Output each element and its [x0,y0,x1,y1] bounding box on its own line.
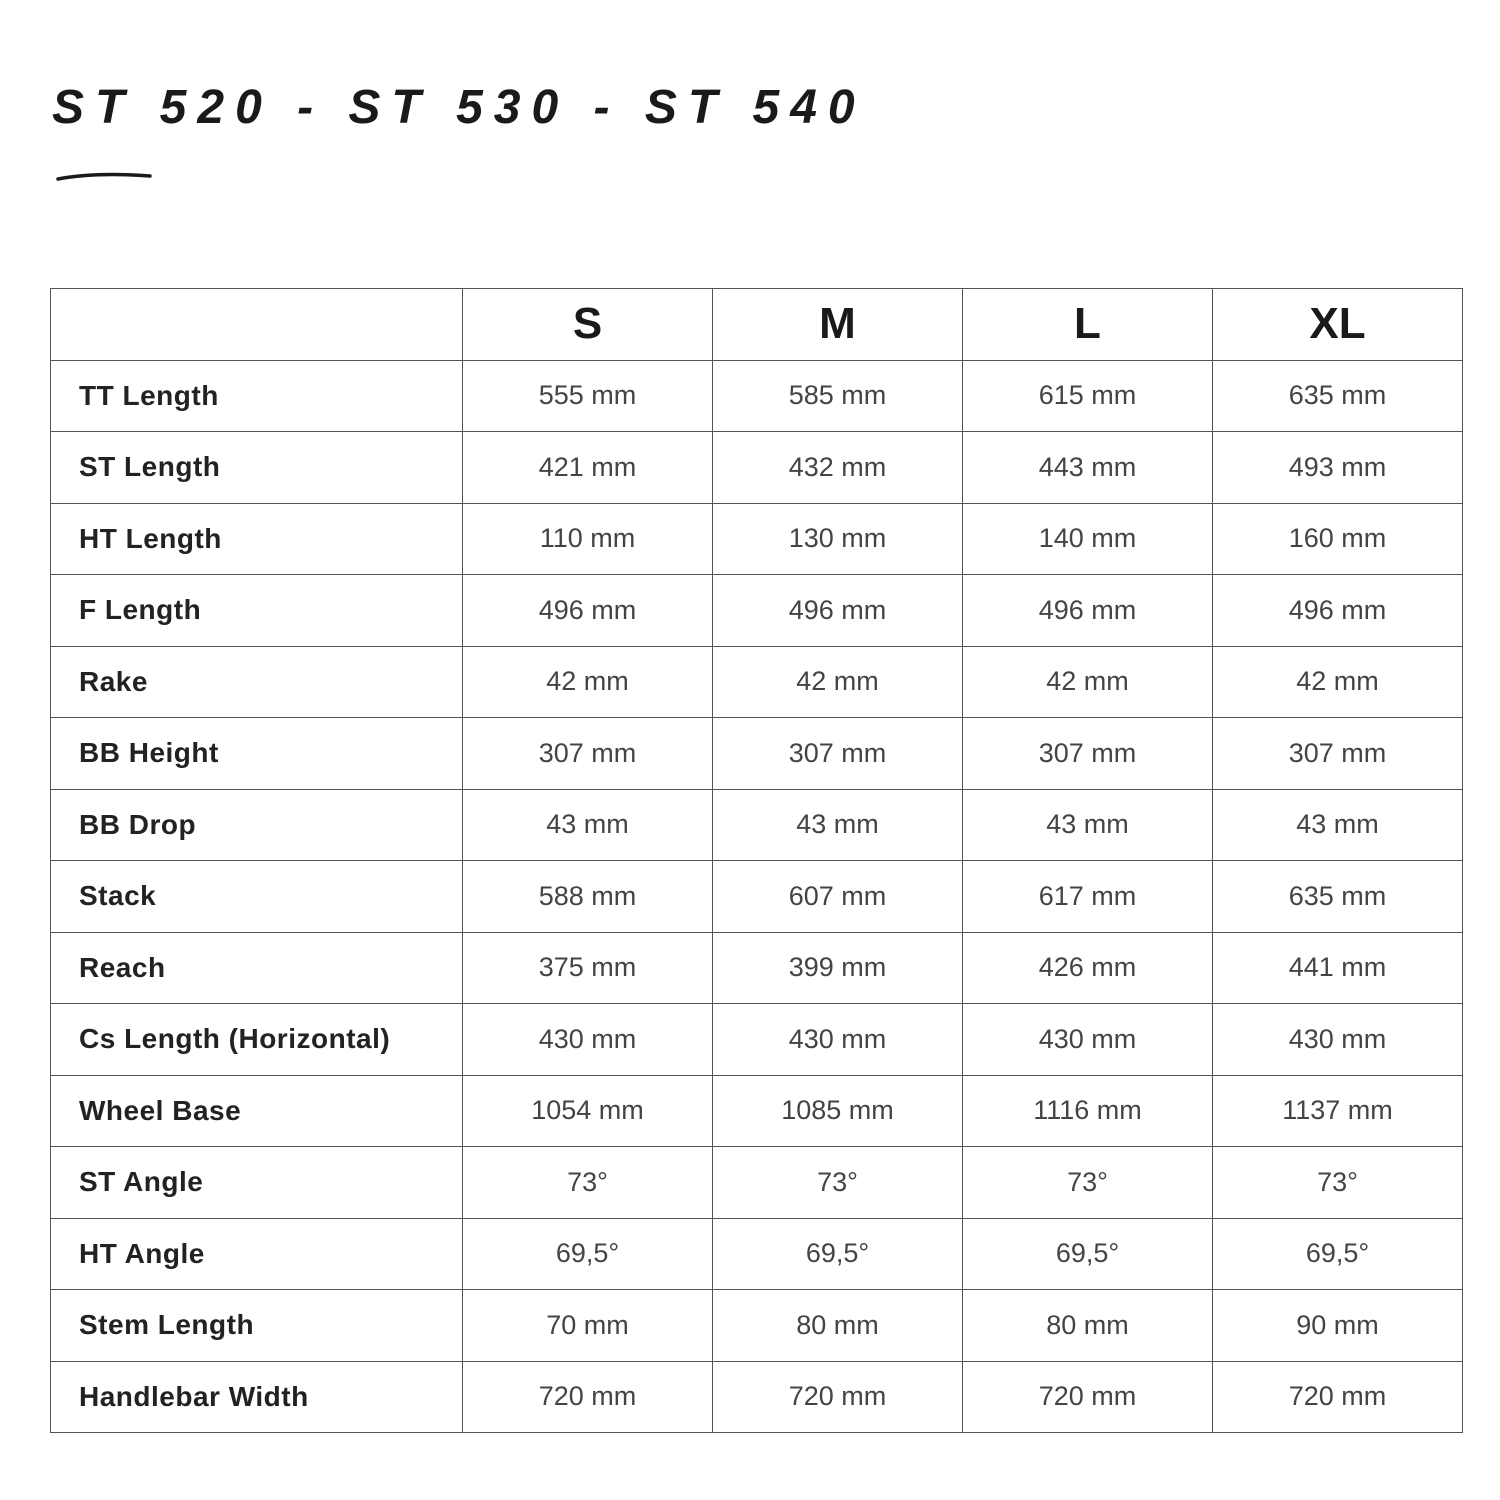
value-cell: 430 mm [712,1003,963,1076]
value-cell: 720 mm [712,1360,963,1433]
value-cell: 1116 mm [962,1074,1213,1147]
value-cell: 375 mm [462,931,713,1004]
value-cell: 69,5° [1212,1217,1463,1290]
size-header-row: S M L XL [50,288,1463,361]
row-label: Handlebar Width [50,1360,463,1433]
row-label: TT Length [50,359,463,432]
value-cell: 42 mm [712,645,963,718]
table-row: BB Height 307 mm 307 mm 307 mm 307 mm [50,717,1463,790]
header-size-s: S [462,288,713,361]
row-label: Stack [50,860,463,933]
table-row: TT Length 555 mm 585 mm 615 mm 635 mm [50,359,1463,432]
table-row: Reach 375 mm 399 mm 426 mm 441 mm [50,931,1463,1004]
value-cell: 73° [712,1146,963,1219]
value-cell: 90 mm [1212,1289,1463,1362]
value-cell: 615 mm [962,359,1213,432]
value-cell: 73° [462,1146,713,1219]
value-cell: 1085 mm [712,1074,963,1147]
value-cell: 635 mm [1212,359,1463,432]
value-cell: 430 mm [1212,1003,1463,1076]
value-cell: 307 mm [462,717,713,790]
title-underline-decoration [56,172,152,181]
value-cell: 80 mm [962,1289,1213,1362]
header-size-xl: XL [1212,288,1463,361]
value-cell: 607 mm [712,860,963,933]
row-label: Cs Length (Horizontal) [50,1003,463,1076]
row-label: Wheel Base [50,1074,463,1147]
value-cell: 307 mm [962,717,1213,790]
geometry-table: S M L XL TT Length 555 mm 585 mm 615 mm 635 … [50,288,1463,1433]
value-cell: 43 mm [712,788,963,861]
table-row: Stem Length 70 mm 80 mm 80 mm 90 mm [50,1289,1463,1362]
value-cell: 1054 mm [462,1074,713,1147]
table-row: BB Drop 43 mm 43 mm 43 mm 43 mm [50,788,1463,861]
value-cell: 43 mm [962,788,1213,861]
value-cell: 720 mm [962,1360,1213,1433]
table-row: Handlebar Width 720 mm 720 mm 720 mm 720 mm [50,1360,1463,1433]
value-cell: 720 mm [462,1360,713,1433]
row-label: Rake [50,645,463,718]
value-cell: 421 mm [462,431,713,504]
value-cell: 496 mm [1212,574,1463,647]
value-cell: 73° [962,1146,1213,1219]
value-cell: 720 mm [1212,1360,1463,1433]
value-cell: 443 mm [962,431,1213,504]
table-row: Rake 42 mm 42 mm 42 mm 42 mm [50,645,1463,718]
value-cell: 69,5° [712,1217,963,1290]
value-cell: 430 mm [962,1003,1213,1076]
row-label: HT Length [50,502,463,575]
value-cell: 496 mm [462,574,713,647]
value-cell: 110 mm [462,502,713,575]
value-cell: 42 mm [962,645,1213,718]
row-label: BB Height [50,717,463,790]
value-cell: 426 mm [962,931,1213,1004]
value-cell: 588 mm [462,860,713,933]
page-title: ST 520 - ST 530 - ST 540 [52,81,866,134]
value-cell: 130 mm [712,502,963,575]
header-size-l: L [962,288,1213,361]
value-cell: 635 mm [1212,860,1463,933]
value-cell: 496 mm [712,574,963,647]
table-row: F Length 496 mm 496 mm 496 mm 496 mm [50,574,1463,647]
value-cell: 70 mm [462,1289,713,1362]
value-cell: 432 mm [712,431,963,504]
value-cell: 43 mm [462,788,713,861]
table-row: Cs Length (Horizontal) 430 mm 430 mm 430 mm… [50,1003,1463,1076]
value-cell: 555 mm [462,359,713,432]
value-cell: 307 mm [712,717,963,790]
value-cell: 1137 mm [1212,1074,1463,1147]
row-label: Reach [50,931,463,1004]
table-row: HT Angle 69,5° 69,5° 69,5° 69,5° [50,1217,1463,1290]
table-row: HT Length 110 mm 130 mm 140 mm 160 mm [50,502,1463,575]
value-cell: 430 mm [462,1003,713,1076]
value-cell: 42 mm [1212,645,1463,718]
table-row: Stack 588 mm 607 mm 617 mm 635 mm [50,860,1463,933]
value-cell: 42 mm [462,645,713,718]
value-cell: 307 mm [1212,717,1463,790]
row-label: HT Angle [50,1217,463,1290]
value-cell: 69,5° [462,1217,713,1290]
row-label: ST Length [50,431,463,504]
row-label: ST Angle [50,1146,463,1219]
value-cell: 441 mm [1212,931,1463,1004]
value-cell: 160 mm [1212,502,1463,575]
value-cell: 617 mm [962,860,1213,933]
table-row: Wheel Base 1054 mm 1085 mm 1116 mm 1137 mm [50,1074,1463,1147]
row-label: BB Drop [50,788,463,861]
value-cell: 585 mm [712,359,963,432]
header-size-m: M [712,288,963,361]
value-cell: 43 mm [1212,788,1463,861]
value-cell: 73° [1212,1146,1463,1219]
row-label: F Length [50,574,463,647]
value-cell: 493 mm [1212,431,1463,504]
header-empty-cell [50,288,463,361]
value-cell: 80 mm [712,1289,963,1362]
value-cell: 399 mm [712,931,963,1004]
table-row: ST Angle 73° 73° 73° 73° [50,1146,1463,1219]
table-row: ST Length 421 mm 432 mm 443 mm 493 mm [50,431,1463,504]
value-cell: 140 mm [962,502,1213,575]
row-label: Stem Length [50,1289,463,1362]
value-cell: 496 mm [962,574,1213,647]
value-cell: 69,5° [962,1217,1213,1290]
